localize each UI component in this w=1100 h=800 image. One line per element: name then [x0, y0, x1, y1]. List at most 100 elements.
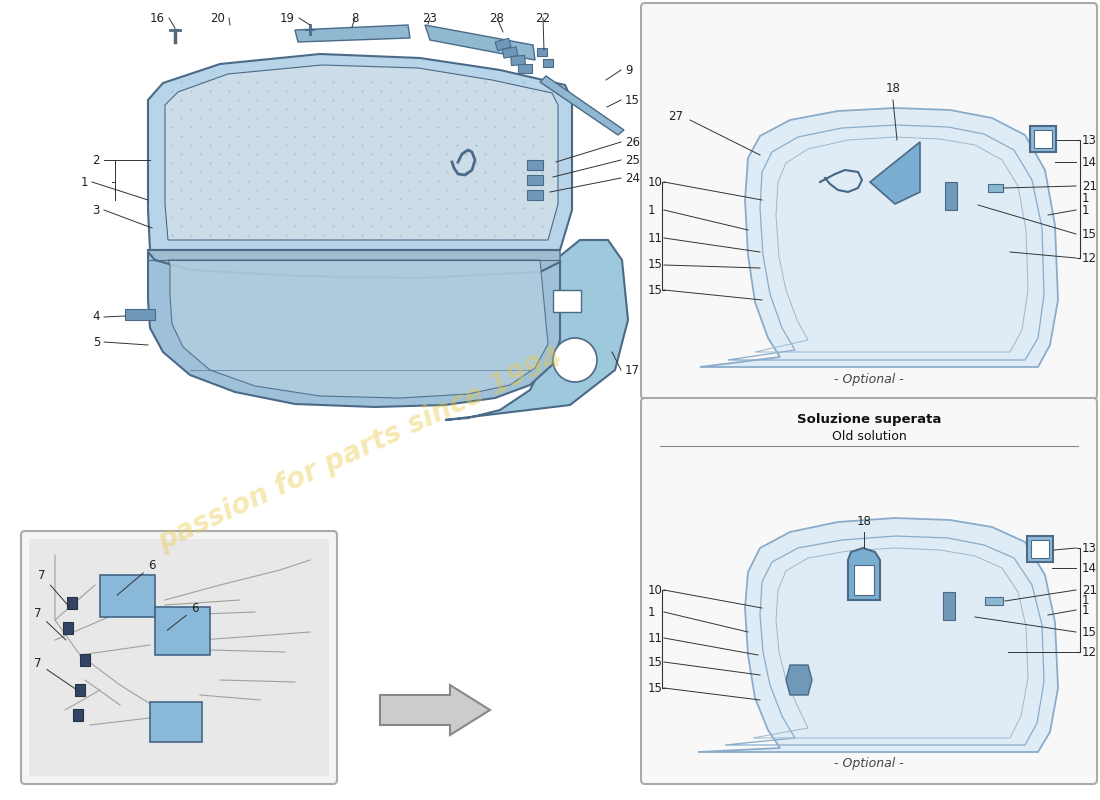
- Polygon shape: [540, 76, 624, 135]
- Text: 7: 7: [34, 607, 66, 640]
- Bar: [553, 290, 581, 312]
- Bar: [495, 38, 512, 50]
- Text: 12: 12: [1082, 646, 1097, 658]
- Bar: [125, 309, 155, 320]
- Bar: [510, 55, 526, 66]
- Text: 9: 9: [625, 63, 632, 77]
- Text: 8: 8: [351, 11, 359, 25]
- Bar: [1030, 126, 1056, 152]
- Bar: [155, 607, 210, 655]
- Text: 21: 21: [1082, 179, 1097, 193]
- Polygon shape: [786, 665, 812, 695]
- FancyBboxPatch shape: [641, 3, 1097, 399]
- Text: 11: 11: [648, 231, 663, 245]
- Text: 11: 11: [648, 631, 663, 645]
- FancyBboxPatch shape: [21, 531, 337, 784]
- Text: 4: 4: [92, 310, 100, 323]
- Bar: [518, 64, 532, 73]
- FancyBboxPatch shape: [641, 398, 1097, 784]
- Text: 12: 12: [1082, 251, 1097, 265]
- Bar: [75, 684, 85, 696]
- Text: 14: 14: [1082, 155, 1097, 169]
- Bar: [988, 184, 1003, 192]
- Text: 19: 19: [280, 11, 295, 25]
- Text: 15: 15: [648, 682, 663, 694]
- Bar: [945, 182, 957, 210]
- Text: 27: 27: [668, 110, 683, 123]
- Polygon shape: [295, 25, 410, 42]
- Text: 7: 7: [34, 657, 78, 690]
- Polygon shape: [148, 252, 560, 407]
- Text: 18: 18: [886, 82, 901, 95]
- Polygon shape: [700, 108, 1058, 367]
- Text: 2: 2: [92, 154, 100, 166]
- Text: 25: 25: [625, 154, 640, 166]
- Bar: [543, 59, 553, 67]
- Text: 15: 15: [648, 655, 663, 669]
- Text: 13: 13: [1082, 134, 1097, 146]
- Bar: [984, 597, 1003, 605]
- Text: 1: 1: [1082, 193, 1089, 206]
- Bar: [527, 160, 543, 170]
- Text: Soluzione superata: Soluzione superata: [796, 414, 942, 426]
- Bar: [29, 539, 329, 776]
- Text: - Optional -: - Optional -: [834, 373, 904, 386]
- Circle shape: [553, 338, 597, 382]
- Bar: [527, 190, 543, 200]
- Bar: [503, 47, 518, 58]
- Text: 15: 15: [648, 258, 663, 271]
- Bar: [537, 48, 547, 56]
- Text: 10: 10: [648, 175, 663, 189]
- Bar: [150, 702, 202, 742]
- Text: 15: 15: [1082, 227, 1097, 241]
- Polygon shape: [446, 240, 628, 420]
- Text: 23: 23: [422, 11, 438, 25]
- Bar: [943, 592, 955, 620]
- Text: 1: 1: [648, 606, 656, 618]
- Text: 15: 15: [648, 283, 663, 297]
- Bar: [67, 597, 77, 609]
- Text: 6: 6: [167, 602, 199, 630]
- Polygon shape: [870, 142, 920, 204]
- Bar: [1027, 536, 1053, 562]
- Text: 5: 5: [92, 335, 100, 349]
- Text: 21: 21: [1082, 583, 1097, 597]
- Text: passion for parts since 1994: passion for parts since 1994: [153, 343, 566, 557]
- Text: 13: 13: [1082, 542, 1097, 554]
- Polygon shape: [148, 250, 560, 278]
- Bar: [527, 175, 543, 185]
- Text: 14: 14: [1082, 562, 1097, 574]
- Polygon shape: [698, 518, 1058, 752]
- Text: 1: 1: [80, 175, 88, 189]
- Polygon shape: [848, 548, 880, 600]
- Polygon shape: [425, 25, 535, 60]
- Text: 26: 26: [625, 135, 640, 149]
- Text: 28: 28: [490, 11, 505, 25]
- Bar: [63, 622, 73, 634]
- Text: 22: 22: [536, 11, 550, 25]
- Text: 18: 18: [857, 515, 871, 528]
- Bar: [100, 575, 155, 617]
- Text: 1: 1: [1082, 594, 1089, 606]
- Bar: [854, 565, 874, 595]
- Text: 1: 1: [1082, 603, 1089, 617]
- Text: 1: 1: [648, 203, 656, 217]
- Bar: [1034, 130, 1052, 148]
- Text: 3: 3: [92, 203, 100, 217]
- Text: - Optional -: - Optional -: [834, 758, 904, 770]
- Text: 20: 20: [210, 11, 225, 25]
- Text: Old solution: Old solution: [832, 430, 906, 442]
- Text: 7: 7: [39, 569, 70, 608]
- Text: 15: 15: [625, 94, 640, 106]
- Text: 1: 1: [1082, 203, 1089, 217]
- Text: 16: 16: [150, 11, 165, 25]
- Text: 10: 10: [648, 583, 663, 597]
- Text: 15: 15: [1082, 626, 1097, 638]
- Bar: [73, 709, 82, 721]
- Bar: [1031, 540, 1049, 558]
- Text: 24: 24: [625, 171, 640, 185]
- Polygon shape: [379, 685, 490, 735]
- Text: 6: 6: [117, 559, 156, 595]
- Polygon shape: [148, 54, 572, 250]
- Text: 17: 17: [625, 363, 640, 377]
